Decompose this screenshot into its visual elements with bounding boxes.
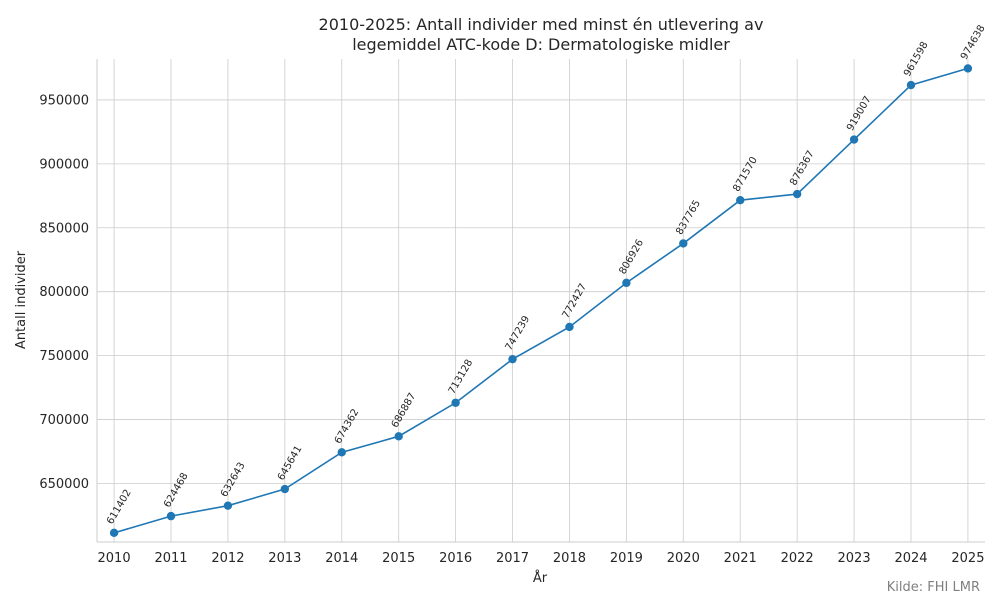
x-tick-label: 2025 xyxy=(951,551,984,566)
data-point xyxy=(166,511,176,521)
data-label: 871570 xyxy=(731,155,760,194)
data-label: 686887 xyxy=(390,391,419,430)
chart-title-line2: legemiddel ATC-kode D: Dermatologiske mi… xyxy=(352,35,730,54)
y-tick-label: 900000 xyxy=(39,157,89,172)
data-point xyxy=(109,528,119,538)
axes: 2010 2011 2012 2013 2014 2015 2016 2017 2018 2019… xyxy=(39,59,985,566)
source-note: Kilde: FHI LMR xyxy=(887,580,980,595)
data-label: 876367 xyxy=(788,149,817,188)
data-label: 611402 xyxy=(105,488,134,527)
data-label: 806926 xyxy=(617,238,646,277)
y-tick-label: 750000 xyxy=(39,349,89,364)
x-tick-label: 2020 xyxy=(667,551,700,566)
data-label: 961598 xyxy=(902,40,931,79)
y-tick-label: 850000 xyxy=(39,221,89,236)
data-label: 674362 xyxy=(333,407,362,446)
x-tick-label: 2018 xyxy=(553,551,586,566)
x-axis-label: År xyxy=(533,570,548,586)
x-tick-label: 2013 xyxy=(268,551,301,566)
series-line xyxy=(113,67,969,534)
data-point xyxy=(223,501,233,510)
data-point xyxy=(451,398,460,407)
series xyxy=(109,64,973,538)
data-label: 747239 xyxy=(504,314,533,353)
chart-title-line1: 2010-2025: Antall individer med minst én… xyxy=(319,15,764,34)
data-point xyxy=(280,484,290,494)
x-tick-label: 2022 xyxy=(781,551,814,566)
data-point xyxy=(679,239,688,248)
grid xyxy=(97,59,985,542)
data-point xyxy=(849,135,859,144)
data-point xyxy=(963,64,973,73)
x-tick-label: 2015 xyxy=(382,551,415,566)
data-point xyxy=(394,432,403,441)
x-tick-label: 2021 xyxy=(724,551,757,566)
x-tick-label: 2014 xyxy=(325,551,358,566)
y-tick-label: 700000 xyxy=(39,413,89,428)
y-tick-label: 800000 xyxy=(39,285,89,300)
x-tick-label: 2012 xyxy=(211,551,244,566)
x-tick-label: 2016 xyxy=(439,551,472,566)
x-tick-label: 2024 xyxy=(894,551,927,566)
data-point xyxy=(906,80,916,90)
y-tick-label: 650000 xyxy=(39,477,89,492)
data-point xyxy=(565,322,574,332)
data-point xyxy=(337,448,346,457)
data-point xyxy=(622,278,631,288)
y-axis-label: Antall individer xyxy=(14,250,29,349)
data-point xyxy=(508,354,517,364)
x-tick-label: 2017 xyxy=(496,551,529,566)
x-tick-label: 2010 xyxy=(98,551,131,566)
y-tick-label: 950000 xyxy=(39,93,89,108)
data-point xyxy=(792,189,802,199)
x-tick-label: 2019 xyxy=(610,551,643,566)
data-label: 974638 xyxy=(959,23,988,62)
x-tick-label: 2023 xyxy=(838,551,871,566)
data-label: 645641 xyxy=(276,444,305,483)
data-label: 632643 xyxy=(219,461,248,500)
x-tick-label: 2011 xyxy=(154,551,187,566)
data-label: 624468 xyxy=(162,471,191,510)
data-point xyxy=(736,195,745,205)
